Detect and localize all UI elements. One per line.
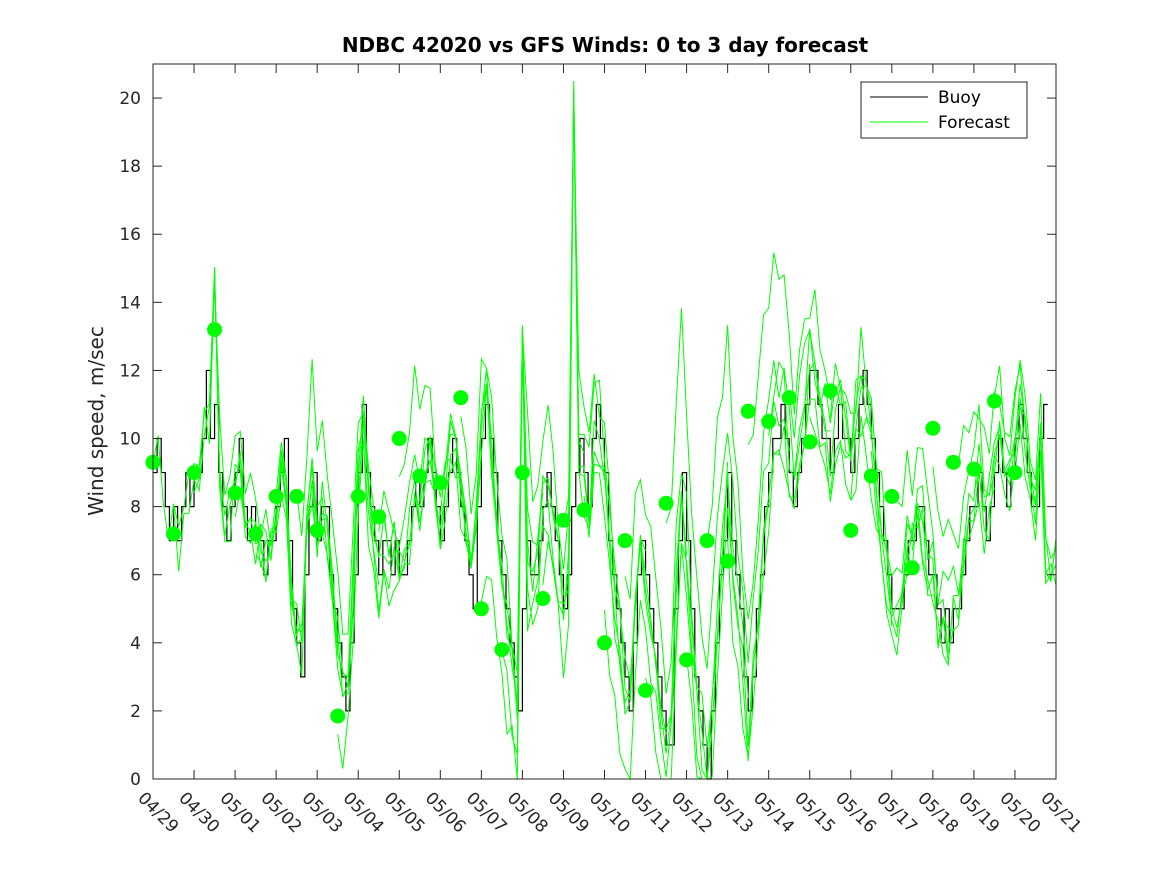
y-tick-label: 12 xyxy=(119,361,141,381)
forecast-start-marker xyxy=(617,533,633,549)
forecast-start-marker xyxy=(925,420,941,436)
forecast-run-line xyxy=(829,327,954,654)
forecast-run-line xyxy=(357,416,482,612)
forecast-start-marker xyxy=(945,454,961,470)
forecast-run-line xyxy=(891,421,1016,605)
forecast-run-line xyxy=(542,89,667,735)
y-tick-label: 6 xyxy=(130,566,141,586)
forecast-start-marker xyxy=(761,414,777,429)
forecast-start-marker xyxy=(679,652,695,668)
forecast-start-marker xyxy=(658,495,674,511)
legend-label-buoy: Buoy xyxy=(938,88,981,108)
forecast-start-marker xyxy=(371,509,387,525)
y-tick-label: 2 xyxy=(130,702,141,722)
forecast-run-line xyxy=(398,325,523,719)
y-axis-label: Wind speed, m/sec xyxy=(84,326,108,516)
forecast-run-line xyxy=(665,308,790,669)
forecast-start-marker xyxy=(535,591,551,607)
plot-area xyxy=(145,80,1057,781)
forecast-run-line xyxy=(316,395,441,687)
forecast-start-marker xyxy=(391,431,407,447)
forecast-start-marker xyxy=(473,601,489,617)
legend: Buoy Forecast xyxy=(860,81,1028,139)
forecast-run-line xyxy=(439,331,564,702)
forecast-start-marker xyxy=(330,708,346,724)
forecast-run-line xyxy=(275,424,400,678)
forecast-run-line xyxy=(932,404,1057,560)
forecast-start-marker xyxy=(884,488,900,504)
forecast-run-line xyxy=(501,98,626,755)
forecast-start-marker xyxy=(555,512,571,528)
y-tick-label: 10 xyxy=(119,430,141,450)
forecast-start-marker xyxy=(494,642,510,658)
forecast-run-line xyxy=(563,101,688,754)
forecast-start-marker xyxy=(248,526,264,542)
forecast-start-marker xyxy=(309,522,325,538)
forecast-start-marker xyxy=(207,322,223,338)
forecast-run-line xyxy=(337,438,462,769)
forecast-start-marker xyxy=(289,488,305,504)
chart-title: NDBC 42020 vs GFS Winds: 0 to 3 day fore… xyxy=(342,33,869,57)
forecast-start-marker xyxy=(699,533,715,549)
forecast-run-line xyxy=(706,325,831,620)
forecast-start-marker xyxy=(966,461,982,477)
forecast-run-line xyxy=(480,92,605,780)
forecast-run-line xyxy=(747,252,872,462)
forecast-start-marker xyxy=(597,635,612,651)
forecast-start-marker xyxy=(802,434,818,450)
forecast-start-marker xyxy=(904,560,920,576)
forecast-start-marker xyxy=(432,475,448,491)
forecast-start-marker xyxy=(843,522,859,538)
forecast-run-line xyxy=(152,266,277,565)
forecast-start-marker xyxy=(638,682,654,698)
forecast-start-marker xyxy=(186,465,202,481)
forecast-run-line xyxy=(583,471,708,780)
forecast-start-marker xyxy=(453,390,469,406)
forecast-run-line xyxy=(993,359,1057,581)
forecast-start-marker xyxy=(822,383,838,399)
forecast-run-line xyxy=(1014,424,1057,586)
forecast-start-marker xyxy=(576,502,592,518)
y-tick-label: 18 xyxy=(119,157,141,177)
legend-box xyxy=(860,81,1028,139)
y-tick-label: 8 xyxy=(130,498,141,518)
forecast-start-marker xyxy=(863,468,879,484)
forecast-run-line xyxy=(788,328,913,628)
forecast-start-marker xyxy=(781,390,797,406)
forecast-start-marker xyxy=(268,488,284,504)
forecast-run-line xyxy=(809,416,933,618)
forecast-run-line xyxy=(727,398,852,757)
forecast-run-line xyxy=(973,384,1057,586)
forecast-start-marker xyxy=(986,393,1002,409)
forecast-run-line xyxy=(193,276,318,633)
forecast-start-marker xyxy=(350,488,366,504)
legend-label-forecast: Forecast xyxy=(938,113,1010,133)
forecast-run-line xyxy=(378,386,503,585)
forecast-start-marker xyxy=(514,465,530,481)
y-tick-label: 4 xyxy=(130,634,141,654)
y-tick-label: 16 xyxy=(119,225,141,245)
y-tick-label: 20 xyxy=(119,89,141,109)
forecast-run-line xyxy=(521,94,646,701)
y-tick-label: 14 xyxy=(119,293,141,313)
forecast-start-marker xyxy=(740,403,756,419)
forecast-start-marker xyxy=(227,485,243,501)
y-tick-label: 0 xyxy=(130,770,141,790)
forecast-run-line xyxy=(911,397,1036,663)
forecast-run-line xyxy=(870,450,995,667)
forecast-start-marker xyxy=(412,468,428,484)
forecast-start-marker xyxy=(1007,465,1023,481)
forecast-start-marker xyxy=(720,553,736,569)
forecast-run-line xyxy=(768,360,893,627)
forecast-start-marker xyxy=(166,526,182,542)
